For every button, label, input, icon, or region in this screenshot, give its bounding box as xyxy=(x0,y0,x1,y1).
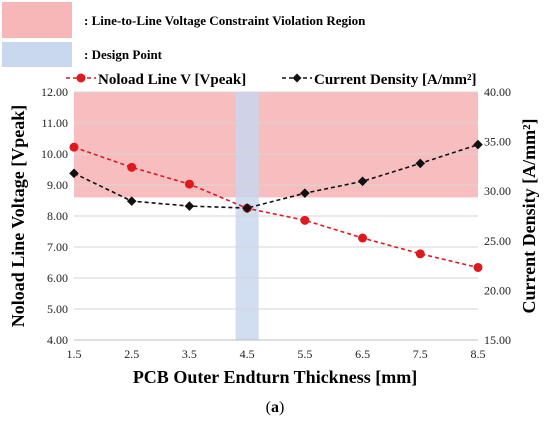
y-left-tick-label: 10.00 xyxy=(41,147,68,161)
data-point xyxy=(184,201,195,211)
x-tick-label: 6.5 xyxy=(355,347,370,361)
y-right-tick-label: 40.00 xyxy=(484,85,511,99)
series-legend: Noload Line V [Vpeak] Current Density [A… xyxy=(66,72,477,88)
data-point xyxy=(184,179,194,189)
y-right-tick-label: 20.00 xyxy=(484,283,511,297)
y-axis-left-title: Noload Line Voltage [Vpeak] xyxy=(8,105,28,328)
data-point xyxy=(69,168,79,179)
data-point xyxy=(473,262,483,272)
y-left-tick-label: 4.00 xyxy=(47,333,68,347)
x-tick-label: 1.5 xyxy=(67,347,82,361)
x-tick-label: 3.5 xyxy=(182,347,197,361)
figure-caption: (a) xyxy=(266,399,285,416)
y-left-tick-label: 6.00 xyxy=(47,271,68,285)
y-left-tick-label: 9.00 xyxy=(47,178,68,192)
series xyxy=(69,139,483,272)
caption-letter: a xyxy=(271,399,279,416)
legend-label-voltage: Noload Line V [Vpeak] xyxy=(98,72,246,88)
gridlines xyxy=(74,91,478,310)
y-right-tick-label: 30.00 xyxy=(484,184,511,198)
caption-open: ( xyxy=(266,399,271,416)
data-point xyxy=(473,139,483,150)
x-axis-title: PCB Outer Endturn Thickness [mm] xyxy=(133,367,417,387)
y-axis-right-title: Current Density [A/mm²] xyxy=(519,118,539,313)
data-point xyxy=(300,188,310,198)
data-point xyxy=(415,158,426,169)
data-point xyxy=(127,162,137,172)
data-point xyxy=(300,215,310,225)
x-tick-label: 4.5 xyxy=(240,347,255,361)
violation-legend-label: : Line-to-Line Voltage Constraint Violat… xyxy=(84,13,366,28)
y-right-tick-label: 25.00 xyxy=(484,234,511,248)
series-line-0 xyxy=(73,146,479,269)
design-point-legend-swatch xyxy=(2,42,72,67)
design-point-legend-label: : Design Point xyxy=(84,47,163,62)
x-tick-label: 7.5 xyxy=(413,347,428,361)
data-point xyxy=(415,249,425,259)
y-left-tick-label: 7.00 xyxy=(47,240,68,254)
violation-legend-swatch xyxy=(2,2,72,38)
x-tick-label: 8.5 xyxy=(471,347,486,361)
y-left-tick-label: 11.00 xyxy=(41,116,68,130)
y-right-tick-label: 15.00 xyxy=(484,333,511,347)
x-tick-label: 2.5 xyxy=(124,347,139,361)
data-point xyxy=(357,176,368,187)
caption-close: ) xyxy=(279,399,284,416)
series-line-1 xyxy=(73,143,479,209)
tick-labels: 4.00 5.00 6.00 7.00 8.00 9.00 10.00 11.00 12.00 1… xyxy=(41,85,511,361)
x-tick-label: 5.5 xyxy=(297,347,312,361)
y-left-tick-label: 5.00 xyxy=(47,302,68,316)
data-point xyxy=(242,203,252,213)
legend-marker-voltage xyxy=(76,73,86,83)
y-right-tick-label: 35.00 xyxy=(484,135,511,149)
data-point xyxy=(358,233,368,243)
violation-region xyxy=(74,92,478,198)
legend-marker-current xyxy=(292,73,302,83)
data-point xyxy=(126,196,137,206)
y-left-tick-label: 12.00 xyxy=(41,85,68,99)
data-point xyxy=(69,142,79,152)
y-left-tick-label: 8.00 xyxy=(47,209,68,223)
legend-label-current: Current Density [A/mm²] xyxy=(314,72,477,88)
